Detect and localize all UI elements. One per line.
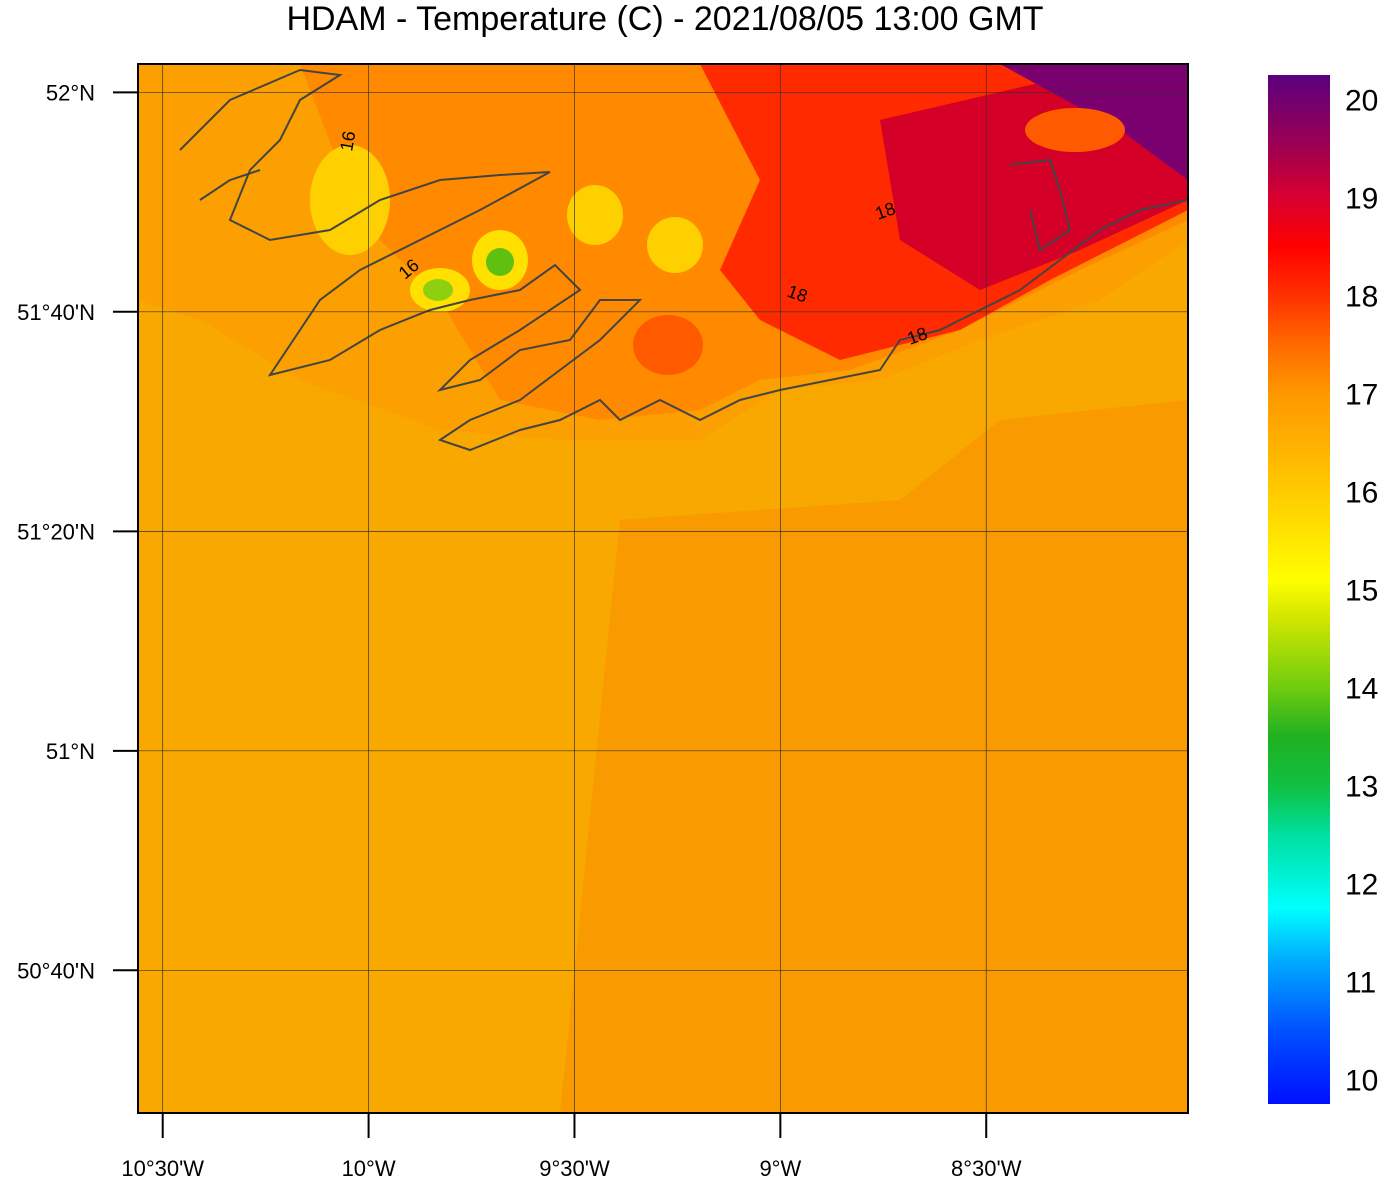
colorbar-label: 11 xyxy=(1345,967,1376,1000)
x-tick-label: 9°W xyxy=(759,1156,801,1180)
x-tick-label: 8°30'W xyxy=(951,1156,1022,1180)
colorbar-label: 17 xyxy=(1345,379,1378,412)
y-tick-label: 51°40'N xyxy=(17,300,95,325)
y-tick-label: 52°N xyxy=(46,80,95,105)
colorbar-label: 13 xyxy=(1345,771,1378,804)
colorbar-label: 18 xyxy=(1345,281,1378,314)
colorbar-label: 10 xyxy=(1345,1065,1378,1098)
y-tick-label: 51°20'N xyxy=(17,519,95,544)
colorbar-label: 20 xyxy=(1345,85,1378,118)
x-tick-label: 10°30'W xyxy=(121,1156,204,1180)
colorbar-label: 12 xyxy=(1345,869,1378,902)
coastline xyxy=(179,68,1189,452)
colorbar-label: 19 xyxy=(1345,183,1378,216)
x-tick-label: 9°30'W xyxy=(539,1156,610,1180)
colorbar-label: 16 xyxy=(1345,477,1378,510)
axes: 10°30'W 10°W 9°30'W 9°W 8°30'W 52°N 51°40'N 51°… xyxy=(17,64,1188,1181)
y-tick-label: 50°40'N xyxy=(17,958,95,983)
colorbar xyxy=(1268,75,1330,1104)
title: HDAM - Temperature (C) - 2021/08/05 13:0… xyxy=(286,0,1043,38)
temperature-field xyxy=(138,64,1188,1113)
colorbar-label: 14 xyxy=(1345,673,1378,706)
contour-label: 16 xyxy=(336,129,359,152)
y-tick-label: 51°N xyxy=(46,739,95,764)
x-tick-label: 10°W xyxy=(342,1156,396,1180)
colorbar-label: 15 xyxy=(1345,575,1378,608)
map-frame xyxy=(137,63,1189,1114)
